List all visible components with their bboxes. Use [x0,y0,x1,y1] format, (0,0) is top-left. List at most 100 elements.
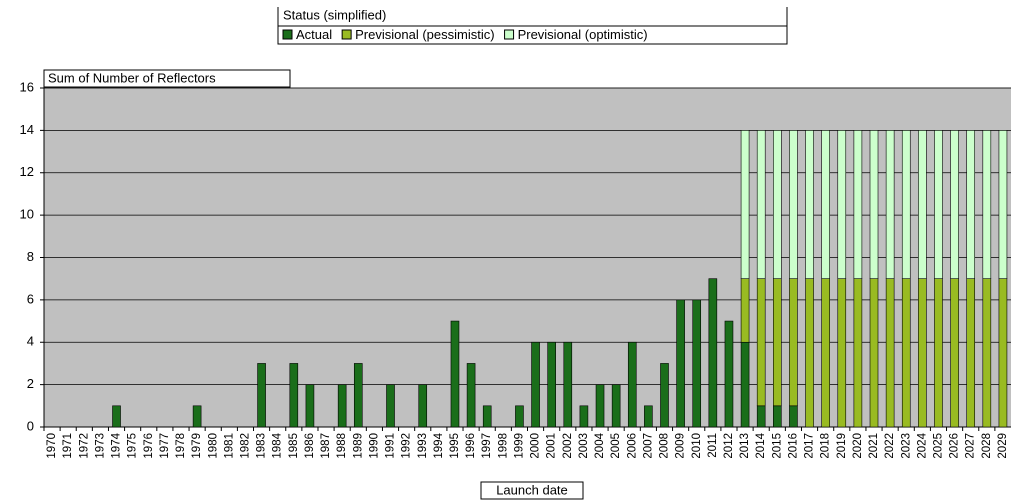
y-tick-label: 0 [27,418,34,433]
x-tick-label: 1970 [46,433,58,459]
legend-swatch [282,29,293,40]
x-tick-label: 1986 [304,433,316,459]
bar-segment [660,363,669,428]
y-tick-label: 8 [27,249,34,264]
bar-segment [740,130,750,279]
bar-segment [837,278,847,428]
bar-segment [756,405,766,428]
bar-segment [740,278,750,343]
bar-segment [950,130,959,279]
bar-segment [418,384,428,428]
bar-segment [837,130,847,279]
bar-segment [982,278,992,428]
x-tick-label: 2018 [820,433,832,459]
legend-label: Previsional (optimistic) [518,27,648,42]
bar-segment [853,278,863,428]
x-tick-label: 2000 [530,433,542,459]
bar-segment [918,130,927,279]
bar-segment [789,405,798,428]
bar-segment [998,130,1008,279]
x-tick-label: 2004 [594,432,606,458]
y-tick-label: 2 [27,376,34,391]
x-tick-label: 1972 [78,433,90,459]
bar-segment [789,130,798,279]
bar-segment [966,278,976,428]
x-tick-label: 2013 [739,433,751,459]
x-tick-label: 2012 [723,433,735,459]
x-tick-label: 1985 [288,433,300,459]
x-tick-label: 1995 [449,433,461,459]
bar-segment [547,341,556,428]
bar-segment [708,278,718,428]
x-tick-label: 1983 [256,433,268,459]
bar-segment [901,130,911,279]
bar-segment [885,130,895,279]
x-tick-label: 2029 [997,433,1009,459]
x-tick-label: 2002 [562,433,574,459]
x-tick-label: 2006 [626,433,638,459]
bar-segment [934,278,943,428]
x-axis-title-box [480,481,584,500]
bar-segment [692,299,702,428]
legend-title: Status (simplified) [283,7,386,22]
x-tick-label: 1991 [385,433,397,459]
x-tick-label: 2001 [546,433,558,459]
bar-segment [676,299,685,428]
bar-segment [934,130,943,279]
bar-segment [192,405,202,428]
x-tick-label: 2020 [852,433,864,459]
x-tick-label: 1976 [143,433,155,459]
bar-segment [353,363,363,428]
x-tick-label: 1997 [481,433,493,459]
y-tick-label: 6 [27,291,34,306]
bar-segment [821,130,830,279]
x-tick-label: 2014 [755,432,767,458]
x-tick-label: 1982 [239,433,251,459]
bar-segment [756,278,766,407]
bar-segment [740,341,750,428]
x-tick-label: 2026 [949,433,961,459]
bar-segment [982,130,992,279]
bar-segment [805,130,814,279]
x-axis-title: Launch date [496,482,568,497]
bar-segment [531,341,540,428]
x-tick-label: 2019 [836,433,848,459]
x-tick-label: 1973 [94,433,106,459]
x-tick-label: 2010 [691,433,703,459]
x-tick-label: 2023 [900,433,912,459]
y-axis-title: Sum of Number of Reflectors [48,70,216,85]
bar-segment [579,405,589,428]
x-tick-label: 1996 [465,433,477,459]
bar-segment [918,278,927,428]
bar-segment [515,405,524,428]
legend-label: Actual [296,27,332,42]
bar-segment [337,384,347,428]
bar-segment [112,405,121,428]
x-tick-label: 2017 [804,433,816,459]
y-tick-label: 10 [20,207,34,222]
x-tick-label: 2008 [659,433,671,459]
bar-segment [386,384,395,428]
x-tick-label: 1988 [336,433,348,459]
bar-segment [950,278,959,428]
x-tick-label: 2003 [578,433,590,459]
bar-segment [756,130,766,279]
bar-segment [450,320,460,428]
bar-segment [853,130,863,279]
legend-box [277,25,788,45]
bar-segment [305,384,315,428]
bar-segment [805,278,814,428]
x-tick-label: 2027 [965,433,977,459]
x-tick-label: 1979 [191,433,203,459]
bar-segment [644,405,653,428]
bar-segment [611,384,621,428]
bar-segment [289,363,299,428]
x-tick-label: 1990 [368,433,380,459]
x-tick-label: 1993 [417,433,429,459]
x-tick-label: 2021 [868,433,880,459]
x-tick-label: 2007 [642,433,654,459]
bar-segment [966,130,976,279]
x-tick-label: 1975 [127,433,139,459]
legend-swatch [341,29,352,40]
